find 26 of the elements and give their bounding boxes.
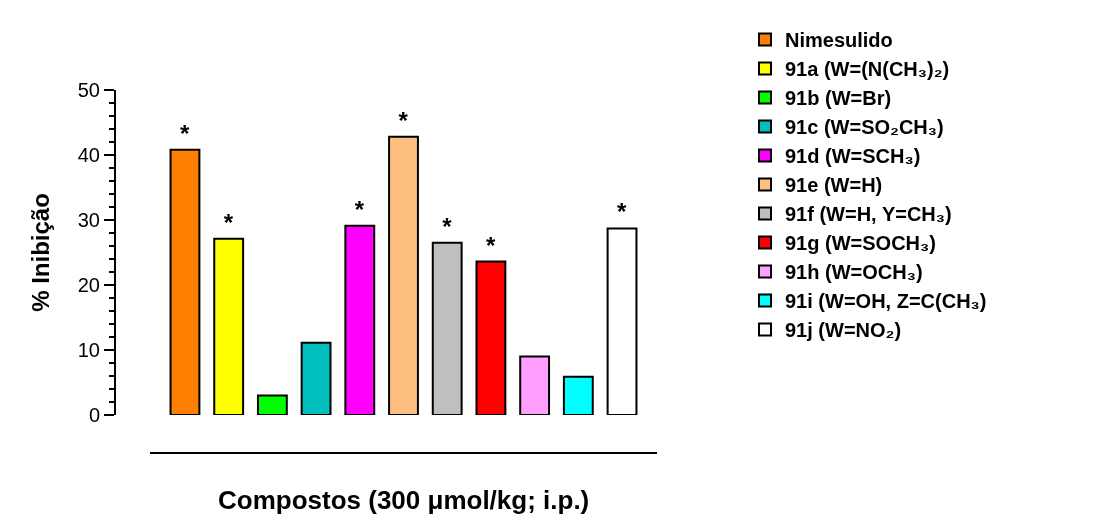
legend-label: 91g (W=SOCH₃) [785, 232, 936, 255]
data-label: * [617, 198, 628, 226]
data-label: * [223, 208, 234, 236]
y-tick-label: 50 [77, 79, 100, 101]
legend-label: 91h (W=OCH₃) [785, 261, 923, 284]
x-axis-title: Compostos (300 μmol/kg; i.p.) [218, 485, 590, 515]
legend-label: 91f (W=H, Y=CH₃) [785, 203, 952, 226]
data-label: * [485, 231, 496, 259]
legend-label: Nimesulido [785, 29, 893, 52]
y-tick-label: 20 [77, 274, 100, 296]
data-label: * [354, 195, 365, 223]
y-tick-label: 0 [88, 404, 100, 426]
legend-label: 91e (W=H) [785, 174, 883, 197]
data-label: * [398, 106, 409, 134]
data-label: * [179, 119, 190, 147]
data-label: * [442, 212, 453, 240]
legend-label: 91j (W=NO₂) [785, 319, 902, 342]
legend-label: 91a (W=(N(CH₃)₂) [785, 58, 950, 81]
y-tick-label: 40 [77, 144, 100, 166]
y-tick-label: 30 [77, 209, 100, 231]
y-tick-label: 10 [77, 339, 100, 361]
legend-label: 91b (W=Br) [785, 87, 892, 110]
y-axis-title: % Inibição [27, 193, 55, 312]
legend-label: 91i (W=OH, Z=C(CH₃) [785, 290, 987, 313]
legend-label: 91d (W=SCH₃) [785, 145, 921, 168]
legend-label: 91c (W=SO₂CH₃) [785, 116, 944, 139]
